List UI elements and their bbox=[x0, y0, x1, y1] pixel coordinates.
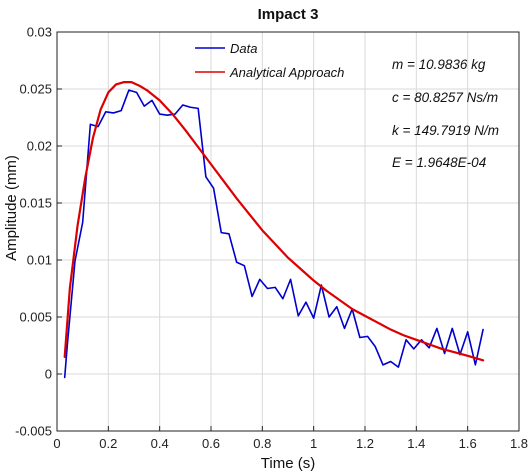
series-layer bbox=[63, 81, 485, 379]
annotation-error: E = 1.9648E-04 bbox=[392, 155, 486, 170]
legend: Data Analytical Approach bbox=[195, 41, 344, 80]
y-axis-label: Amplitude (mm) bbox=[3, 155, 20, 261]
x-tick-label: 0.2 bbox=[99, 436, 117, 451]
y-tick-label: 0.03 bbox=[27, 25, 52, 40]
x-tick-label: 0.4 bbox=[151, 436, 169, 451]
y-tick-label: 0.01 bbox=[27, 253, 52, 268]
annotation-damping: c = 80.8257 Ns/m bbox=[392, 90, 498, 105]
legend-label-analytical: Analytical Approach bbox=[229, 65, 344, 80]
x-tick-label: 1.6 bbox=[459, 436, 477, 451]
x-tick-label: 1 bbox=[310, 436, 317, 451]
x-tick-label: 1.8 bbox=[510, 436, 528, 451]
x-tick-label: 1.4 bbox=[407, 436, 425, 451]
y-tick-label: 0 bbox=[45, 367, 52, 382]
axes-box bbox=[56, 31, 520, 432]
y-tick-labels: -0.005 0 0.005 0.01 0.015 0.02 0.025 0.03 bbox=[15, 25, 52, 439]
x-tick-label: 0.8 bbox=[253, 436, 271, 451]
x-axis-label: Time (s) bbox=[261, 455, 315, 472]
y-tick-label: 0.005 bbox=[19, 310, 52, 325]
legend-label-data: Data bbox=[230, 41, 257, 56]
x-tick-label: 0.6 bbox=[202, 436, 220, 451]
x-tick-label: 0 bbox=[53, 436, 60, 451]
y-tick-label: 0.02 bbox=[27, 139, 52, 154]
x-tick-label: 1.2 bbox=[356, 436, 374, 451]
series-line-analytical bbox=[63, 81, 485, 362]
annotation-stiffness: k = 149.7919 N/m bbox=[392, 123, 499, 138]
ticks bbox=[56, 31, 520, 432]
y-tick-label: 0.015 bbox=[19, 196, 52, 211]
y-tick-label: 0.025 bbox=[19, 82, 52, 97]
series-line-data bbox=[63, 89, 484, 379]
x-tick-labels: 0 0.2 0.4 0.6 0.8 1 1.2 1.4 1.6 1.8 bbox=[53, 436, 528, 451]
chart-title: Impact 3 bbox=[258, 6, 319, 23]
parameter-annotations: m = 10.9836 kg c = 80.8257 Ns/m k = 149.… bbox=[392, 57, 499, 170]
annotation-mass: m = 10.9836 kg bbox=[392, 57, 486, 72]
y-tick-label: -0.005 bbox=[15, 424, 52, 439]
